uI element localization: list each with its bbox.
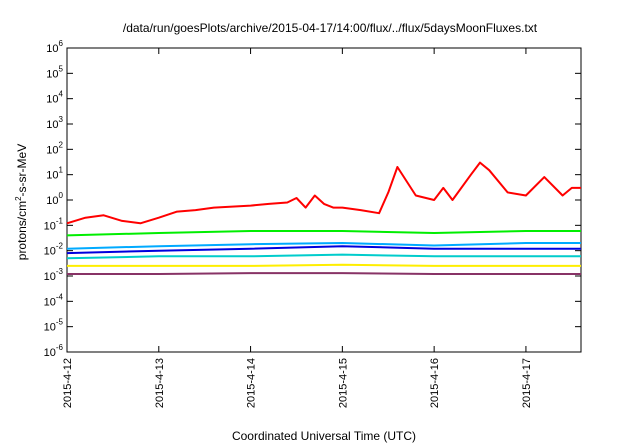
y-axis-label: protons/cm2-s-sr-MeV — [14, 144, 29, 260]
y-tick-label: 102 — [46, 140, 63, 156]
x-tick-label: 2015-4-17 — [521, 358, 533, 408]
x-tick-label: 2015-4-14 — [246, 358, 258, 408]
x-tick-label: 2015-4-16 — [429, 358, 441, 408]
x-tick-label: 2015-4-15 — [337, 358, 349, 408]
series-line-6 — [67, 272, 581, 275]
series-line-4 — [66, 253, 581, 260]
y-tick-label: 104 — [46, 90, 63, 106]
series-line-0 — [66, 161, 581, 225]
x-axis-ticks: 2015-4-12 2015-4-13 2015-4-14 2015-4-15 2015… — [62, 48, 533, 408]
y-tick-label: 103 — [46, 115, 63, 131]
y-tick-label: 101 — [46, 166, 63, 182]
y-tick-label: 10-5 — [44, 318, 64, 334]
series-line-5 — [67, 263, 581, 267]
chart-title: /data/run/goesPlots/archive/2015-04-17/1… — [123, 21, 538, 35]
y-tick-label: 10-1 — [44, 216, 64, 232]
y-tick-label: 10-3 — [44, 267, 64, 283]
series-line-3 — [66, 245, 581, 255]
y-tick-label: 10-4 — [44, 292, 64, 308]
y-tick-label: 106 — [46, 39, 63, 55]
x-tick-label: 2015-4-12 — [62, 358, 74, 408]
plot-frame — [66, 47, 582, 353]
series-line-2 — [66, 242, 581, 250]
plot-border — [66, 47, 582, 353]
x-axis-label: Coordinated Universal Time (UTC) — [232, 429, 416, 443]
y-tick-label: 10-2 — [44, 242, 64, 258]
y-tick-label: 105 — [46, 64, 63, 80]
y-tick-label: 100 — [46, 191, 63, 207]
y-tick-label: 10-6 — [44, 343, 64, 359]
series-line-1 — [66, 230, 581, 237]
series-layer — [66, 161, 581, 275]
y-axis-ticks: 10-6 10-5 10-4 10-3 10-2 10-1 100 101 102 103 104 1… — [44, 39, 581, 359]
x-tick-label: 2015-4-13 — [154, 358, 166, 408]
